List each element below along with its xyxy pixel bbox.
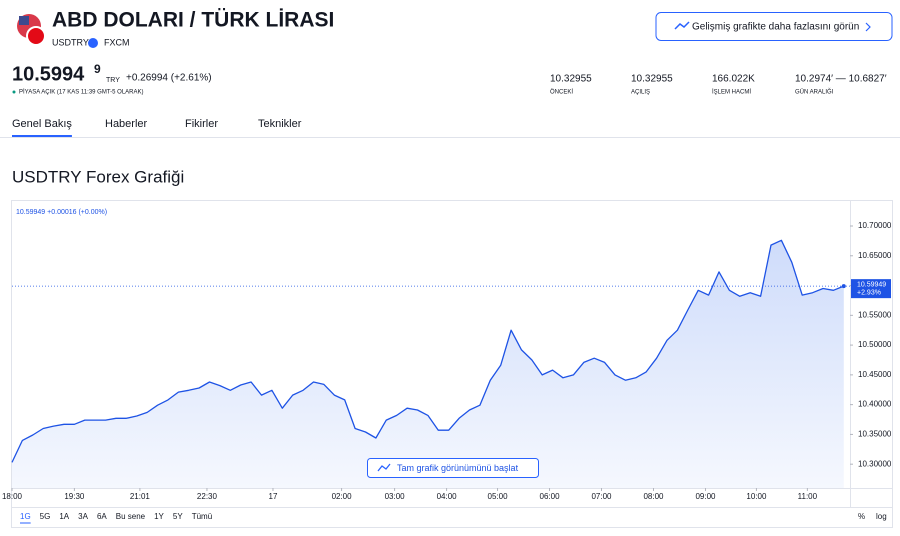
x-tick-label: 19:30 (64, 492, 85, 501)
stat-value: 10.32955 (550, 74, 592, 85)
x-tick-label: 03:00 (385, 492, 406, 501)
y-tick-label: 10.55000 (858, 310, 892, 319)
chart-legend: 10.59949 +0.00016 (+0.00%) (16, 209, 107, 216)
x-tick-label: 09:00 (695, 492, 716, 501)
last-change-label: +2.93% (857, 289, 881, 296)
y-tick-label: 10.65000 (858, 251, 892, 260)
price-small: 9 (94, 62, 101, 76)
range-button[interactable]: 1A (59, 512, 69, 521)
last-point (841, 284, 846, 289)
scale-option[interactable]: log (876, 512, 887, 521)
tab[interactable]: Haberler (105, 118, 148, 130)
symbol: USDTRY (52, 37, 89, 47)
exchange[interactable]: FXCM (104, 37, 130, 47)
x-tick-label: 10:00 (746, 492, 767, 501)
x-tick-label: 18:00 (2, 492, 23, 501)
status: PİYASA AÇIK (17 KAS 11:39 GMT-5 OLARAK) (19, 89, 144, 96)
full-chart-label: Tam grafik görünümünü başlat (397, 463, 519, 473)
y-tick-label: 10.70000 (858, 221, 892, 230)
x-tick-label: 17 (269, 492, 278, 501)
y-tick-label: 10.40000 (858, 400, 892, 409)
exchange-icon (88, 38, 98, 48)
area-fill (12, 240, 844, 488)
currency: TRY (106, 77, 120, 84)
x-tick-label: 04:00 (437, 492, 458, 501)
stat-value: 166.022K (712, 74, 755, 85)
stat-label: AÇILIŞ (631, 90, 650, 96)
advanced-chart-button[interactable] (655, 12, 893, 41)
last-price-label: 10.59949 (857, 281, 886, 288)
range-button[interactable]: Tümü (192, 512, 212, 521)
y-tick-label: 10.30000 (858, 459, 892, 468)
range-button[interactable]: 3A (78, 512, 88, 521)
x-tick-label: 06:00 (540, 492, 561, 501)
x-tick-label: 05:00 (488, 492, 509, 501)
range-button[interactable]: 5Y (173, 512, 183, 521)
y-tick-label: 10.45000 (858, 370, 892, 379)
price-line (11, 239, 845, 463)
y-tick-label: 10.50000 (858, 340, 892, 349)
stat-label: GÜN ARALIĞI (795, 89, 834, 96)
button-icon (674, 21, 690, 30)
stat-label: ÖNCEKİ (550, 89, 573, 96)
last-price-box (851, 279, 891, 299)
button-label: Gelişmiş grafikte daha fazlasını görün (692, 22, 859, 33)
stat-value: 10.32955 (631, 74, 673, 85)
full-chart-button[interactable] (367, 458, 539, 478)
button-arrow (865, 22, 871, 32)
tab[interactable]: Fikirler (185, 118, 218, 130)
x-tick-label: 22:30 (197, 492, 218, 501)
change: +0.26994 (+2.61%) (126, 73, 212, 84)
full-chart-icon (377, 463, 391, 472)
tab[interactable]: Teknikler (258, 118, 302, 130)
status-dot (12, 90, 16, 94)
stat-value: 10.2974′ — 10.6827′ (795, 74, 887, 85)
x-tick-label: 08:00 (643, 492, 664, 501)
flag-canton (19, 16, 29, 25)
flag-tr (26, 26, 46, 46)
stat-label: İŞLEM HACMİ (712, 89, 751, 96)
range-button[interactable]: 5G (40, 512, 51, 521)
section-title: USDTRY Forex Grafiği (12, 167, 184, 186)
x-tick-label: 02:00 (332, 492, 353, 501)
x-tick-label: 07:00 (591, 492, 612, 501)
range-button[interactable]: 1G (20, 512, 31, 521)
range-button[interactable]: 6A (97, 512, 107, 521)
range-button[interactable]: Bu sene (116, 512, 146, 521)
price: 10.5994 (12, 63, 85, 85)
tab[interactable]: Genel Bakış (12, 118, 72, 130)
scale-option[interactable]: % (858, 512, 865, 521)
y-tick-label: 10.35000 (858, 430, 892, 439)
title: ABD DOLARI / TÜRK LİRASI (52, 9, 334, 32)
range-button[interactable]: 1Y (154, 512, 164, 521)
x-tick-label: 21:01 (130, 492, 151, 501)
x-tick-label: 11:00 (798, 492, 818, 501)
